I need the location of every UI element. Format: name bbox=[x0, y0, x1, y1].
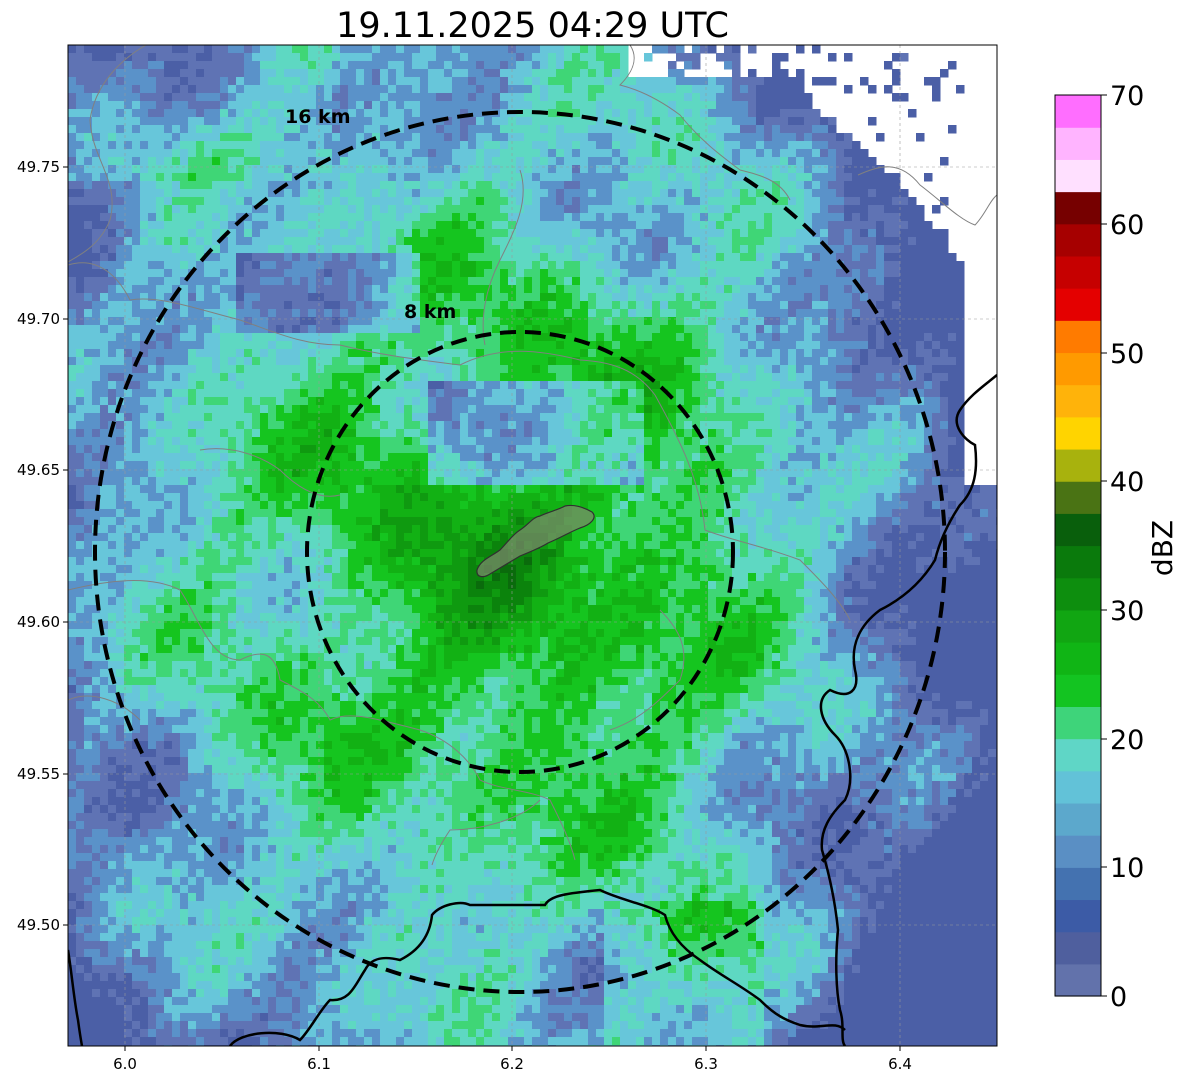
colorbar-band bbox=[1055, 127, 1101, 160]
colorbar-band bbox=[1055, 609, 1101, 643]
colorbar-tick-label: 30 bbox=[1110, 596, 1144, 627]
colorbar-band bbox=[1055, 899, 1101, 933]
y-tick-label: 49.75 bbox=[17, 158, 60, 176]
border-west bbox=[68, 949, 84, 1046]
colorbar-band bbox=[1055, 642, 1101, 675]
commune-boundary bbox=[431, 799, 541, 866]
commune-boundary bbox=[482, 169, 524, 346]
colorbar-ticks: 0 10 20 30 40 50 60 70 bbox=[1101, 81, 1144, 1013]
colorbar-band bbox=[1055, 320, 1101, 354]
colorbar-tick-label: 70 bbox=[1110, 81, 1144, 112]
colorbar-band bbox=[1055, 448, 1101, 482]
range-ring-label-8km: 8 km bbox=[404, 301, 456, 323]
y-tick-label: 49.65 bbox=[17, 461, 60, 479]
colorbar-tick-label: 40 bbox=[1110, 467, 1144, 498]
colorbar-band bbox=[1055, 802, 1101, 836]
colorbar: 0 10 20 30 40 50 60 70 dBZ bbox=[1054, 81, 1179, 1013]
colorbar-band bbox=[1055, 674, 1101, 707]
colorbar-tick-label: 50 bbox=[1110, 339, 1144, 370]
map-frame bbox=[67, 44, 998, 1047]
range-rings bbox=[93, 110, 947, 994]
colorbar-band bbox=[1055, 223, 1101, 257]
colorbar-band bbox=[1055, 416, 1101, 450]
border-france-luxembourg bbox=[228, 888, 846, 1046]
colorbar-band bbox=[1055, 352, 1101, 386]
colorbar-band bbox=[1055, 867, 1101, 901]
range-ring-label-16km: 16 km bbox=[285, 106, 351, 128]
colorbar-band bbox=[1055, 577, 1101, 611]
x-tick-label: 6.1 bbox=[307, 1055, 331, 1073]
x-tick-label: 6.3 bbox=[694, 1055, 718, 1073]
commune-boundary bbox=[857, 166, 997, 226]
colorbar-band bbox=[1055, 255, 1101, 289]
y-tick-label: 49.50 bbox=[17, 916, 60, 934]
commune-boundary bbox=[68, 45, 147, 263]
colorbar-band bbox=[1055, 931, 1101, 965]
colorbar-band bbox=[1055, 513, 1101, 547]
commune-boundary bbox=[199, 448, 341, 497]
colorbar-band bbox=[1055, 835, 1101, 868]
colorbar-band bbox=[1055, 288, 1101, 321]
colorbar-tick-label: 0 bbox=[1110, 982, 1127, 1013]
colorbar-band bbox=[1055, 738, 1101, 772]
map-title: 19.11.2025 04:29 UTC bbox=[336, 6, 729, 46]
colorbar-tick-label: 10 bbox=[1110, 853, 1144, 884]
colorbar-band bbox=[1055, 963, 1101, 997]
y-tick-label: 49.60 bbox=[17, 613, 60, 631]
city-area-polygon bbox=[476, 504, 595, 578]
border-germany-luxembourg bbox=[819, 374, 997, 1046]
map-gridlines bbox=[68, 45, 997, 1046]
commune-boundary bbox=[68, 695, 141, 721]
x-tick-label: 6.2 bbox=[500, 1055, 524, 1073]
colorbar-band bbox=[1055, 706, 1101, 740]
x-tick-label: 6.0 bbox=[113, 1055, 137, 1073]
colorbar-band bbox=[1055, 95, 1101, 128]
commune-boundary bbox=[619, 45, 791, 201]
colorbar-tick-label: 60 bbox=[1110, 210, 1144, 241]
commune-boundary bbox=[68, 580, 576, 861]
colorbar-band bbox=[1055, 770, 1101, 804]
commune-boundary bbox=[68, 262, 851, 621]
colorbar-band bbox=[1055, 191, 1101, 225]
commune-boundary bbox=[609, 609, 685, 731]
colorbar-frame bbox=[1054, 94, 1102, 997]
y-tick-label: 49.70 bbox=[17, 310, 60, 328]
x-axis: 6.0 6.1 6.2 6.3 6.4 bbox=[113, 1046, 912, 1073]
country-borders bbox=[68, 374, 997, 1046]
admin-boundaries bbox=[68, 45, 997, 866]
colorbar-band bbox=[1055, 384, 1101, 418]
y-axis: 49.75 49.70 49.65 49.60 49.55 49.50 bbox=[17, 158, 68, 934]
y-tick-label: 49.55 bbox=[17, 765, 60, 783]
colorbar-band bbox=[1055, 481, 1101, 514]
range-ring-8km bbox=[305, 330, 735, 774]
colorbar-bands bbox=[1055, 95, 1101, 997]
colorbar-tick-label: 20 bbox=[1110, 725, 1144, 756]
colorbar-band bbox=[1055, 159, 1101, 193]
colorbar-label: dBZ bbox=[1146, 520, 1179, 576]
range-ring-16km bbox=[93, 110, 947, 994]
colorbar-band bbox=[1055, 545, 1101, 579]
x-tick-label: 6.4 bbox=[888, 1055, 912, 1073]
